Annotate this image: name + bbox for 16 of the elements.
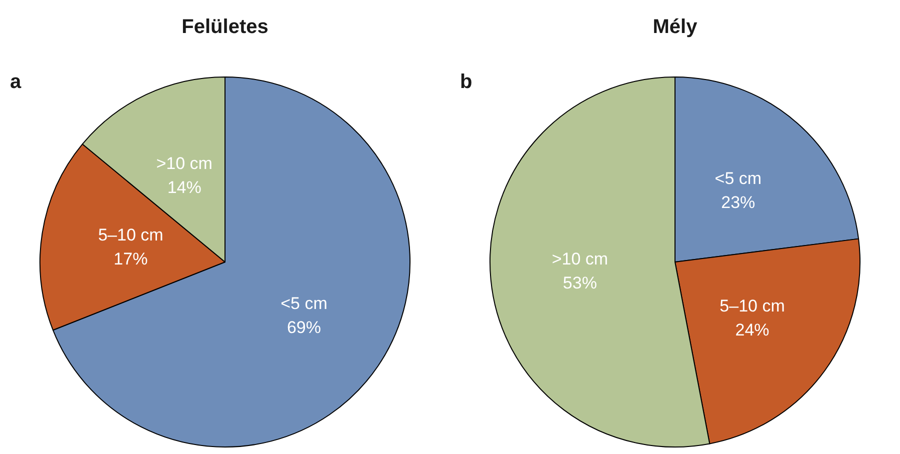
slice-label: >10 cm <box>552 249 608 268</box>
data-label: 69% <box>286 318 321 338</box>
slice-label: <5 cm <box>280 294 328 314</box>
slice-label: 5–10 cm <box>720 296 785 316</box>
text: a <box>10 71 22 93</box>
data-label: 23% <box>721 192 756 212</box>
slice-label: 5–10 cm <box>98 226 164 245</box>
data-label: 17% <box>114 250 148 269</box>
chart-title: Felületes <box>182 16 268 38</box>
slice-label: >10 cm <box>156 154 212 174</box>
data-label: 14% <box>167 178 202 198</box>
data-label: 53% <box>562 273 597 292</box>
chart-title: Mély <box>652 16 698 38</box>
slice-label: <5 cm <box>714 168 762 188</box>
text: b <box>460 71 472 93</box>
data-label: 24% <box>735 320 770 340</box>
